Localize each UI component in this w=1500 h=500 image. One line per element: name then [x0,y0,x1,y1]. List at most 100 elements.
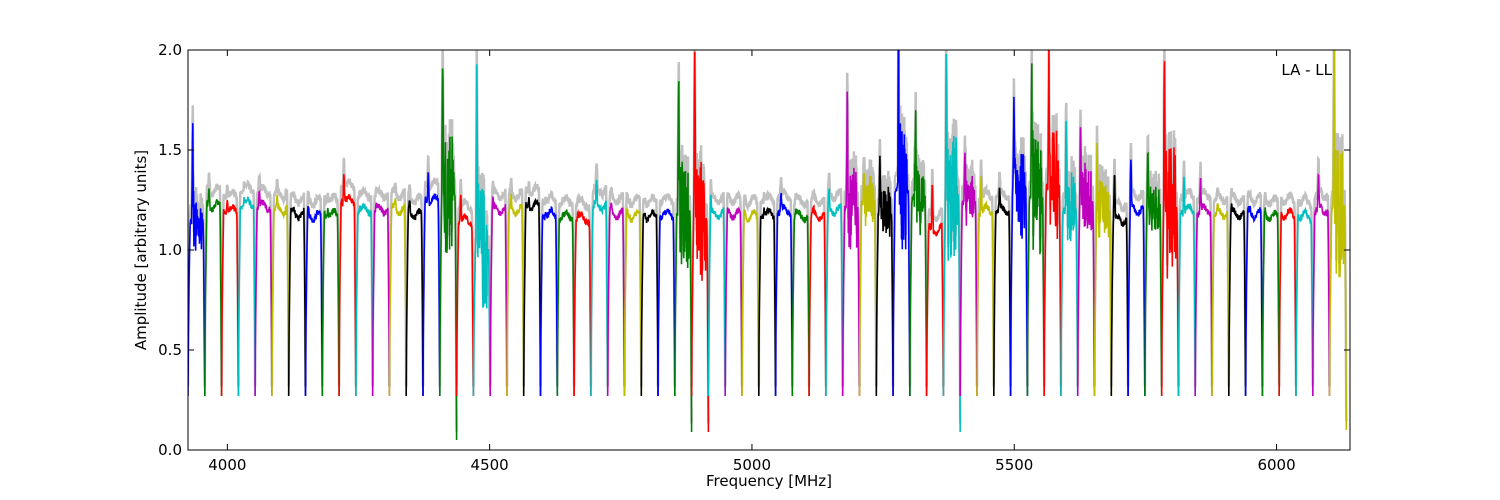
background-series-59 [1177,160,1197,387]
channel-series-47 [976,175,995,397]
channel-series-62 [1228,203,1247,397]
channel-series-36 [791,208,810,397]
channel-series-32 [724,206,743,397]
background-series-66 [1294,189,1315,387]
background-series-43 [908,91,928,387]
channel-series-18 [489,196,508,397]
background-series-22 [556,194,576,387]
background-series-34 [757,189,777,387]
background-series-8 [321,192,341,387]
plot-background [188,50,1350,450]
background-series-62 [1227,187,1247,387]
channel-series-27 [640,209,659,397]
background-series-4 [253,171,274,387]
background-series-56 [1126,142,1147,387]
background-series-36 [791,192,811,387]
y-tick-label: 0.0 [158,441,182,459]
channel-series-54 [1093,142,1113,397]
background-series-63 [1244,188,1264,387]
channel-series-17 [472,64,491,397]
background-series-1 [203,172,223,387]
background-series-46 [958,135,979,387]
background-series-25 [606,186,626,387]
background-series-38 [824,172,844,387]
background-series-13 [404,184,425,387]
channel-series-0 [188,123,206,397]
background-series-35 [774,177,794,387]
background-series-3 [237,179,257,387]
channel-series-28 [657,208,676,397]
channel-series-3 [237,196,256,397]
background-series-20 [522,180,542,387]
y-tick-label: 0.5 [158,341,182,359]
channel-series-26 [623,207,643,397]
background-series-2 [220,184,240,387]
background-series-60 [1193,161,1214,387]
x-tick-label: 4000 [208,456,246,474]
channel-series-61 [1211,202,1230,397]
background-series-31 [707,179,727,387]
channel-series-60 [1194,177,1213,397]
channel-series-1 [204,188,223,397]
channel-series-64 [1261,207,1280,397]
background-series-64 [1261,191,1281,387]
background-series-33 [740,194,761,387]
background-series-26 [623,191,643,387]
channel-series-34 [758,206,777,397]
background-series-37 [807,187,828,387]
channel-series-19 [506,193,525,397]
channel-series-13 [405,200,424,397]
channel-series-24 [590,179,609,397]
channel-series-23 [573,209,592,397]
channel-series-40 [858,173,878,397]
channel-series-33 [741,209,760,397]
channel-series-48 [993,187,1012,397]
background-series-61 [1210,187,1231,387]
background-series-5 [270,178,290,387]
background-series-32 [723,189,744,387]
channel-series-56 [1127,159,1146,397]
background-series-67 [1311,155,1331,387]
x-tick-label: 5000 [733,456,771,474]
channel-series-12 [388,198,407,397]
channel-series-53 [1076,127,1096,397]
background-series-6 [287,190,307,387]
y-tick-label: 1.0 [158,241,182,259]
chart-annotation: LA - LL [1281,61,1332,79]
channel-series-4 [254,188,273,397]
y-tick-label: 2.0 [158,41,182,59]
channel-series-44 [925,184,945,397]
background-series-0 [188,105,207,387]
channel-series-51 [1043,50,1062,397]
channel-series-35 [774,192,794,397]
background-series-9 [337,157,358,387]
background-series-11 [371,184,391,387]
channel-series-55 [1110,174,1129,397]
channel-series-6 [287,206,307,397]
channel-series-8 [321,207,340,397]
channel-series-63 [1244,205,1264,397]
x-axis-title: Frequency [MHz] [706,472,832,490]
y-tick-label: 1.5 [158,141,182,159]
channel-series-57 [1144,151,1163,397]
x-tick-label: 6000 [1257,456,1295,474]
background-series-24 [589,163,609,387]
channel-series-20 [522,196,542,397]
background-series-10 [354,185,374,387]
channel-series-25 [606,202,626,397]
channel-series-43 [909,110,928,397]
channel-series-9 [338,174,357,397]
channel-series-7 [304,206,324,397]
background-series-21 [539,189,559,387]
channel-series-2 [220,200,240,397]
channel-series-37 [808,204,827,397]
background-series-12 [388,182,408,387]
channel-series-52 [1060,120,1079,397]
channel-series-66 [1295,206,1314,397]
channel-series-41 [875,155,894,397]
channel-series-31 [707,194,726,397]
channel-series-11 [371,202,391,397]
channel-series-39 [841,91,861,397]
x-tick-label: 4500 [471,456,509,474]
